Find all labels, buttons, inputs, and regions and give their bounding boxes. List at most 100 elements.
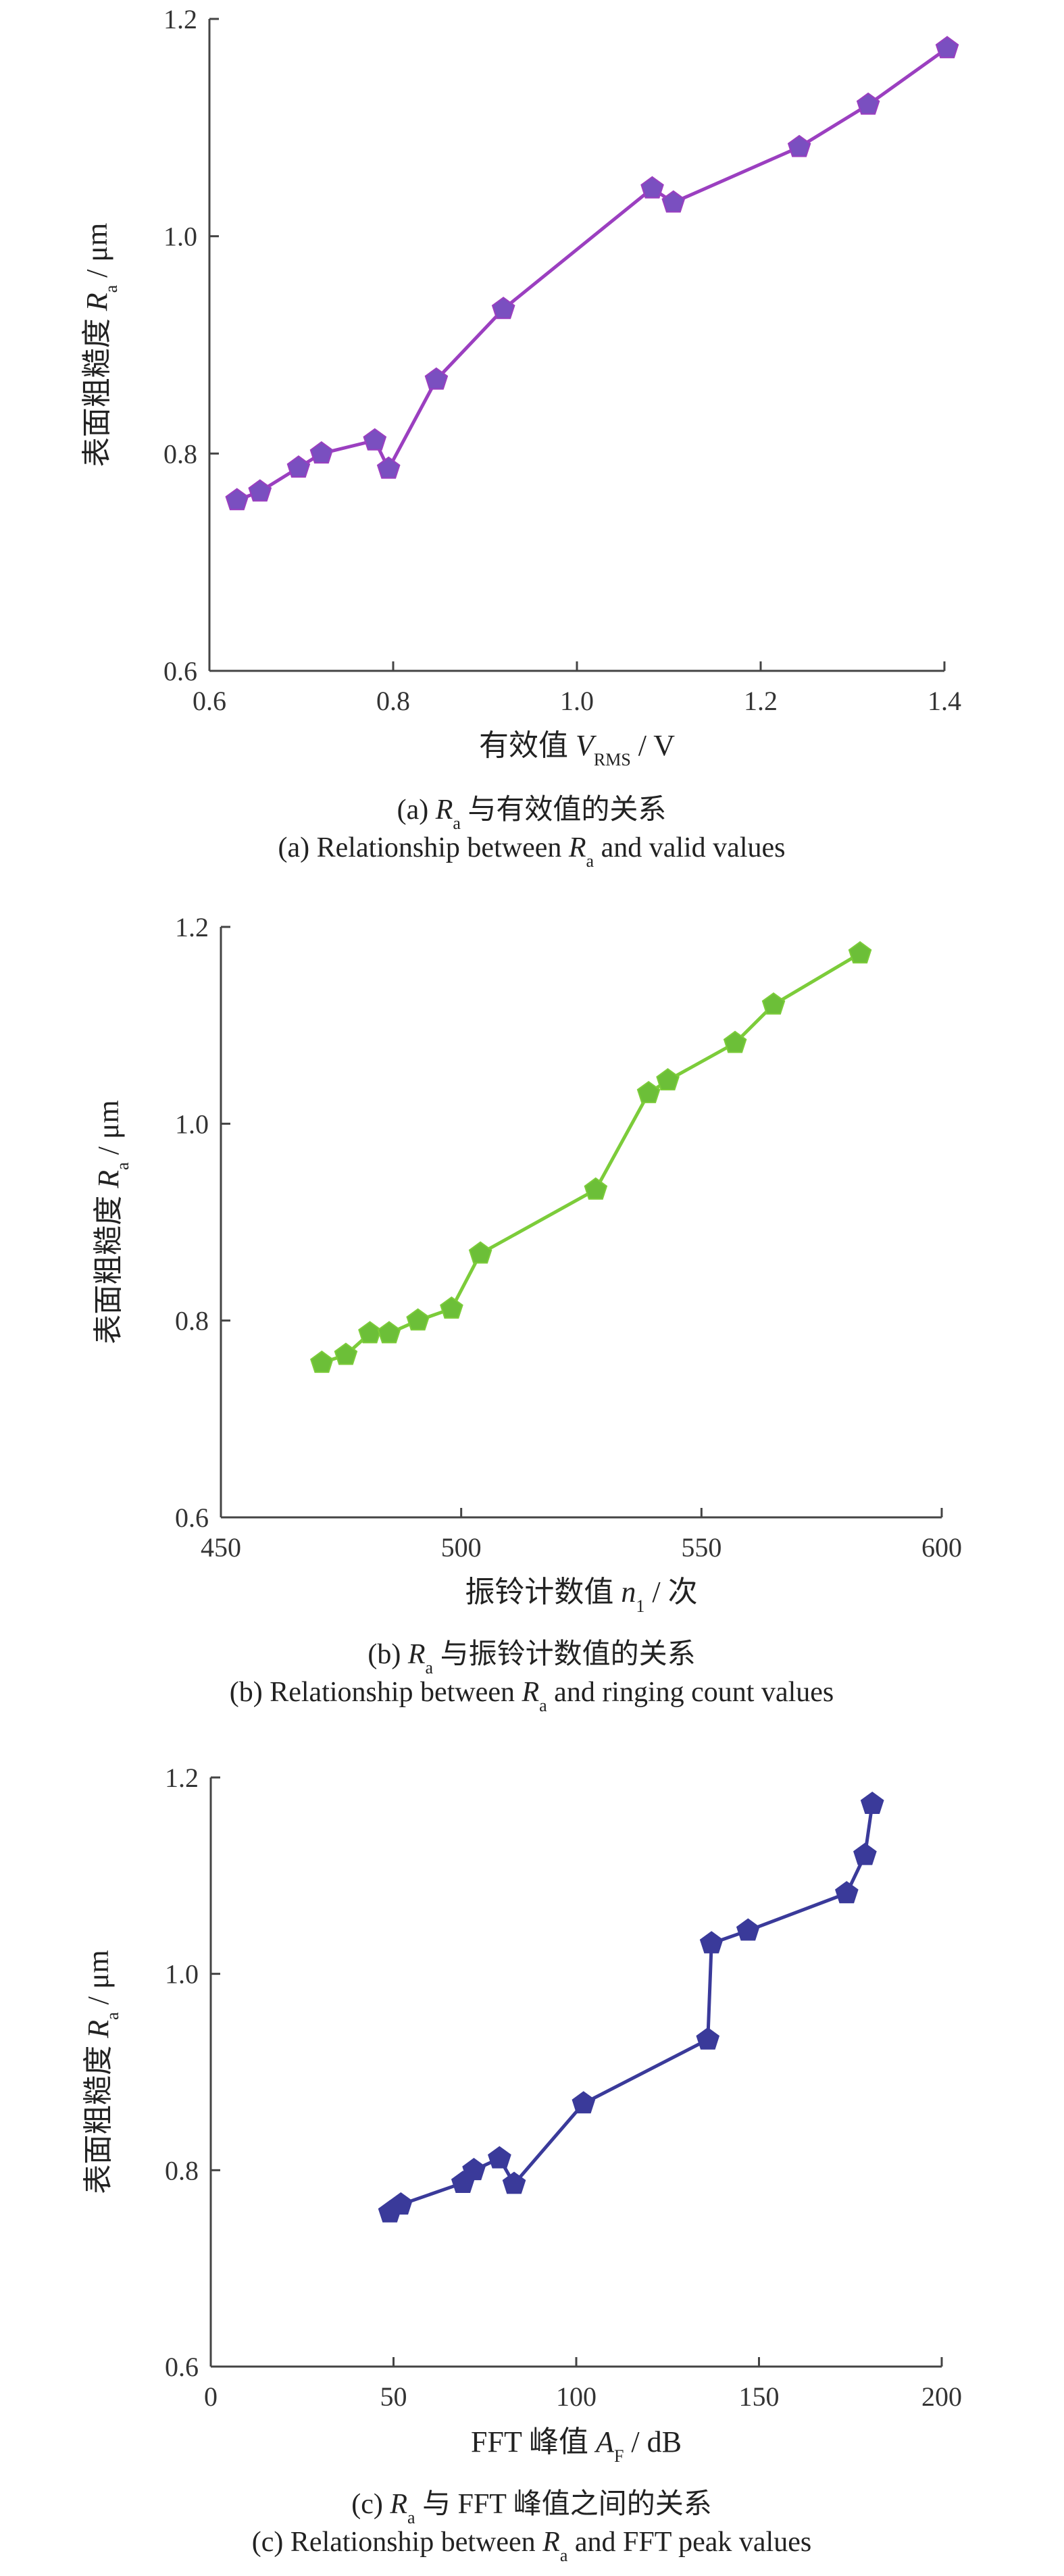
data-point: [856, 92, 880, 115]
y-tick-label: 0.8: [165, 2155, 199, 2186]
y-tick-label: 1.2: [175, 912, 209, 942]
data-point: [468, 1241, 492, 1264]
data-point: [248, 479, 272, 502]
x-axis-label: 有效值 VRMS / V: [479, 729, 675, 769]
caption-cn-var: R: [389, 2489, 407, 2520]
caption-cn-prefix: (c): [351, 2489, 390, 2520]
y-axis-label-unit: / μm: [92, 1100, 125, 1162]
data-point: [502, 2171, 526, 2194]
y-tick-label: 1.2: [163, 4, 197, 34]
caption-cn: (c) Ra 与 FFT 峰值之间的关系: [351, 2489, 711, 2527]
x-tick-label: 1.2: [744, 686, 778, 716]
caption-en-prefix: (a) Relationship between: [278, 832, 569, 863]
chart-a: 0.6 0.8 1.0 1.2 1.4 0.6 0.8 1.0 1.2 表面粗糙度 Ra / μm…: [80, 4, 961, 871]
x-axis-label: FFT 峰值 AF / dB: [471, 2425, 682, 2466]
caption-cn-sub: a: [453, 813, 461, 833]
x-axis-label-text: FFT 峰值: [471, 2425, 596, 2458]
data-point: [860, 1791, 884, 1814]
x-axis-label-var: V: [576, 729, 597, 762]
x-axis-label-unit: / 次: [644, 1575, 697, 1609]
data-point: [440, 1296, 463, 1319]
series-line: [321, 952, 861, 1365]
data-point: [787, 134, 811, 157]
x-tick-label: 450: [201, 1532, 241, 1563]
x-axis-label-text: 振铃计数值: [465, 1575, 621, 1609]
x-axis-label: 振铃计数值 n1 / 次: [465, 1575, 697, 1616]
y-axis-label-var: R: [80, 293, 113, 311]
data-point: [462, 2158, 486, 2181]
data-point: [491, 297, 515, 320]
x-tick-label: 600: [921, 1532, 962, 1563]
y-axis-label-unit: / μm: [80, 223, 113, 285]
data-point: [358, 1321, 382, 1344]
y-tick-label: 0.8: [175, 1306, 209, 1336]
x-tick-label: 100: [556, 2381, 597, 2412]
y-axis-label: 表面粗糙度 Ra / μm: [92, 1100, 132, 1344]
data-point: [661, 190, 686, 213]
x-axis-label-unit: / V: [631, 729, 675, 762]
x-axis-label-unit: / dB: [624, 2425, 682, 2458]
caption-cn-prefix: (a): [397, 794, 436, 826]
y-axis-label-text: 表面粗糙度: [80, 311, 113, 467]
data-point: [696, 2027, 720, 2050]
data-point: [584, 1177, 608, 1200]
x-axis-label-sub: F: [614, 2446, 624, 2466]
caption-en-text: and valid values: [594, 832, 785, 863]
x-tick-label: 0: [204, 2381, 218, 2412]
x-axis-label-sub: RMS: [594, 750, 631, 769]
data-point: [310, 1350, 334, 1373]
x-axis-label-sub: 1: [636, 1596, 644, 1616]
y-tick-label: 0.8: [163, 438, 197, 469]
chart-b: 450 500 550 600 0.6 0.8 1.0 1.2 表面粗糙度 Ra / μm 振铃计…: [92, 912, 962, 1715]
data-point: [225, 488, 249, 511]
x-tick-label: 50: [380, 2381, 407, 2412]
caption-cn-var: R: [435, 794, 453, 826]
caption-cn-prefix: (b): [368, 1639, 407, 1670]
chart-c: 0 50 100 150 200 0.6 0.8 1.0 1.2 表面粗糙度 Ra / μm FFT…: [82, 1763, 962, 2565]
x-tick-label: 1.0: [560, 686, 594, 716]
data-point: [636, 1080, 661, 1103]
series-line: [236, 47, 948, 502]
data-point: [935, 36, 959, 59]
y-tick-label: 1.2: [165, 1763, 199, 1793]
data-point: [656, 1067, 680, 1090]
caption-en-sub: a: [560, 2546, 568, 2565]
data-point: [309, 441, 334, 464]
y-axis-label: 表面粗糙度 Ra / μm: [82, 1950, 122, 2194]
y-axis-label-sub: a: [101, 284, 121, 293]
data-point: [723, 1030, 747, 1053]
data-point: [853, 1842, 877, 1865]
caption-cn: (b) Ra 与振铃计数值的关系: [368, 1639, 695, 1677]
data-point: [699, 1931, 724, 1954]
caption-en-text: and ringing count values: [547, 1677, 834, 1708]
caption-cn-sub: a: [426, 1658, 434, 1677]
caption-en-var: R: [542, 2527, 560, 2558]
x-tick-label: 150: [739, 2381, 780, 2412]
data-point: [286, 455, 311, 478]
caption-en-var: R: [521, 1677, 539, 1708]
caption-cn-sub: a: [407, 2508, 415, 2527]
caption-cn-text: 与振铃计数值的关系: [433, 1639, 696, 1670]
data-point: [835, 1881, 859, 1904]
y-tick-label: 1.0: [165, 1959, 199, 1990]
data-point: [572, 2091, 596, 2114]
caption-cn-var: R: [407, 1639, 426, 1670]
caption-en-text: and FFT peak values: [567, 2527, 811, 2558]
data-point: [640, 176, 664, 199]
data-point: [848, 941, 872, 964]
y-axis-label-unit: / μm: [82, 1950, 115, 2012]
data-point: [376, 456, 401, 479]
y-axis-label-var: R: [92, 1170, 125, 1189]
y-axis-label-var: R: [82, 2020, 115, 2039]
y-axis-label-text: 表面粗糙度: [92, 1188, 125, 1344]
caption-en: (c) Relationship between Ra and FFT peak…: [252, 2527, 811, 2565]
data-point: [424, 367, 449, 390]
data-point: [334, 1342, 358, 1365]
y-axis-label: 表面粗糙度 Ra / μm: [80, 223, 121, 467]
x-tick-label: 200: [921, 2381, 962, 2412]
series-line: [388, 1803, 874, 2214]
x-tick-label: 500: [441, 1532, 482, 1563]
data-point: [406, 1308, 430, 1331]
y-tick-label: 0.6: [163, 656, 197, 686]
y-axis-label-sub: a: [103, 2012, 122, 2020]
